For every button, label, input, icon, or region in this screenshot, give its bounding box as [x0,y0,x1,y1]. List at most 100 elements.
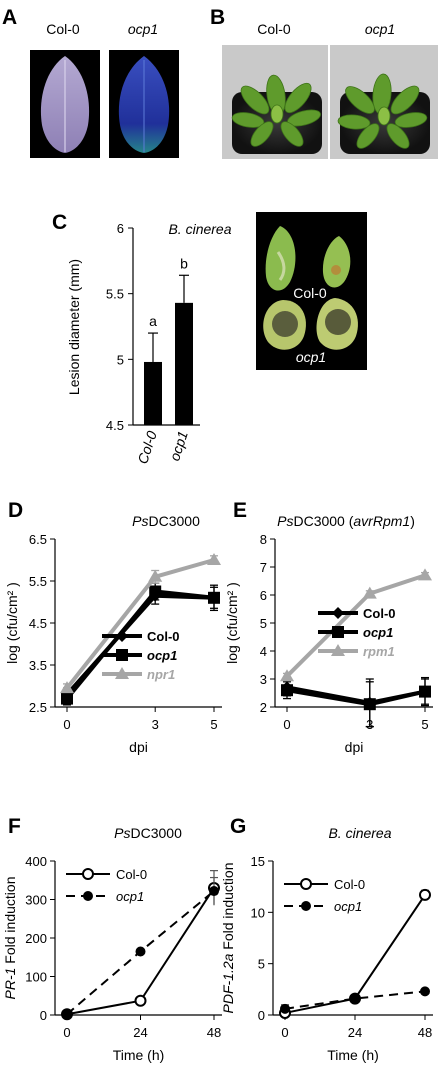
chart-d-point [61,692,73,705]
chart-d-point [208,591,220,604]
chart-c-x-tick-label: Col-0 [134,429,160,466]
chart-c-y-tick-label: 5 [117,352,124,367]
chart-g-y-label: PDF-1.2a Fold induction [220,863,236,1014]
chart-g-point [350,993,360,1004]
chart-e-legend-label: Col-0 [363,606,396,621]
chart-g-y-tick-label: 0 [258,1008,265,1023]
chart-g-y-tick-label: 15 [251,854,265,869]
panel-a-label-ocp1: ocp1 [128,21,158,37]
chart-g-x-tick-label: 24 [348,1025,362,1040]
chart-f-point [62,1009,72,1020]
chart-e-y-tick-label: 3 [260,672,267,687]
chart-f-x-tick-label: 48 [207,1025,221,1040]
chart-d-x-label: dpi [129,739,148,755]
chart-c-title: B. cinerea [168,221,231,237]
panel-a-image-col0 [30,50,100,158]
chart-f-legend-label: Col-0 [116,867,147,882]
chart-g-x-tick-label: 0 [281,1025,288,1040]
chart-c-significance-label: a [149,313,157,329]
panel-a-label-col0: Col-0 [46,21,80,37]
chart-c-y-tick-label: 4.5 [106,418,124,433]
chart-d-point [148,569,163,582]
chart-f: 0 100 200 300 400 0 24 48 Time (h) PR-1 Fold indu… [2,854,222,1063]
chart-d-x-tick-label: 5 [210,717,217,732]
chart-d-x-tick-label: 3 [152,717,159,732]
chart-c-bar [144,361,162,425]
chart-e-y-tick-label: 7 [260,560,267,575]
chart-e-y-tick-label: 2 [260,700,267,715]
panel-c-photo-label-col0: Col-0 [293,285,327,301]
panel-letter-d: D [8,499,23,522]
chart-e-point [362,586,377,599]
chart-e-point [418,568,432,581]
panel-letter-b: B [210,6,225,29]
chart-d-y-label: log (cfu/cm² ) [4,582,20,664]
chart-d-legend-label: npr1 [147,667,175,682]
chart-f-point [209,886,219,897]
chart-f-y-tick-label: 300 [25,893,47,908]
chart-d-y-tick-label: 4.5 [29,616,47,631]
panel-letter-a: A [2,6,17,29]
chart-g-legend-marker [301,901,311,911]
chart-g: 0 5 10 15 0 24 48 Time (h) PDF-1.2a Fold inducti… [220,854,433,1063]
chart-e-legend-marker [332,626,344,638]
chart-c-x-tick-label: ocp1 [166,429,191,463]
panel-c-photo-label-ocp1: ocp1 [296,349,326,365]
chart-f-legend-label: ocp1 [116,889,144,904]
chart-d-series-line [65,589,215,700]
chart-e-x-tick-label: 0 [283,717,290,732]
panel-b-label-col0: Col-0 [257,21,291,37]
chart-f-y-label: PR-1 Fold induction [2,877,18,1000]
chart-e-point [419,685,431,698]
chart-d-legend-marker [116,630,128,642]
chart-c-y-tick-label: 6 [117,221,124,236]
chart-e-point [363,698,376,711]
chart-g-point [280,1003,290,1014]
panel-a-image-ocp1 [109,50,179,158]
panel-b-label-ocp1: ocp1 [365,21,395,37]
chart-f-y-tick-label: 400 [25,854,47,869]
panel-letter-c: C [52,211,67,234]
chart-f-point [135,946,146,957]
chart-d-y-tick-label: 3.5 [29,658,47,673]
chart-e-y-tick-label: 4 [260,644,267,659]
chart-d-legend-marker [115,667,129,679]
panel-letter-e: E [233,499,247,522]
chart-e-legend-label: ocp1 [363,625,393,640]
chart-g-y-tick-label: 10 [251,905,265,920]
chart-f-y-tick-label: 100 [25,970,47,985]
chart-d-point [149,585,162,598]
chart-e-y-tick-label: 5 [260,616,267,631]
chart-e-x-label: dpi [345,739,364,755]
chart-e-series-line [285,573,426,678]
panel-b-image-ocp1 [330,45,438,159]
panel-b-image-col0 [222,45,329,159]
chart-f-title: PsDC3000 [114,825,182,841]
chart-g-title: B. cinerea [328,825,391,841]
chart-d-y-tick-label: 5.5 [29,574,47,589]
chart-d-y-tick-label: 2.5 [29,700,47,715]
chart-c-significance-label: b [180,255,188,271]
chart-e-legend-marker [332,607,344,619]
chart-f-point [134,994,147,1007]
chart-g-point [419,888,431,901]
chart-f-y-tick-label: 0 [40,1008,47,1023]
chart-g-y-tick-label: 5 [258,957,265,972]
chart-d: 2.5 3.5 4.5 5.5 6.5 0 3 5 dpi log (cfu/cm² ) Col-0… [4,532,222,755]
chart-f-legend-marker [83,891,93,901]
chart-e-series-line [286,688,426,707]
chart-d-legend-label: ocp1 [147,648,177,663]
chart-e-legend-label: rpm1 [363,644,395,659]
chart-g-series-line [284,990,426,1010]
chart-e-legend-marker [331,644,345,656]
chart-e-y-tick-label: 6 [260,588,267,603]
chart-e-x-tick-label: 5 [421,717,428,732]
panel-letter-g: G [230,815,246,838]
chart-g-x-label: Time (h) [327,1047,379,1063]
chart-d-legend-label: Col-0 [147,629,180,644]
chart-f-y-tick-label: 200 [25,931,47,946]
chart-g-legend-marker [300,878,312,890]
chart-e-y-tick-label: 8 [260,532,267,547]
